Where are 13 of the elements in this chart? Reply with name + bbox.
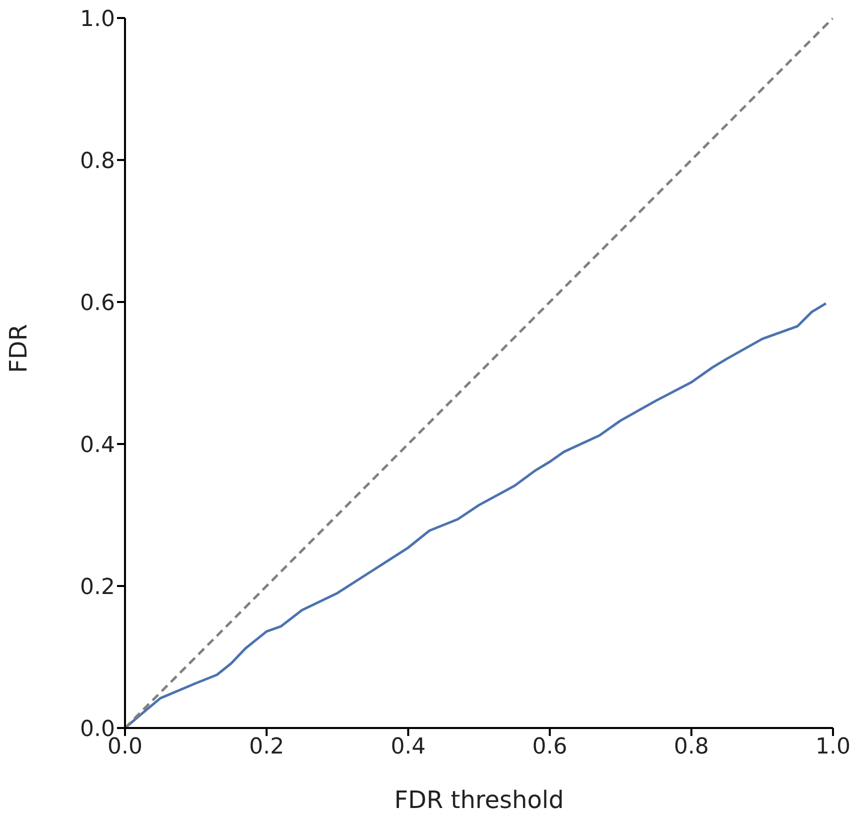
x-tick-label: 0.4 [390, 734, 426, 760]
y-tick-label: 0.6 [80, 290, 115, 316]
x-axis-title: FDR threshold [394, 786, 564, 814]
y-axis-title: FDR [4, 324, 33, 373]
y-tick-label: 1.0 [80, 6, 115, 32]
y-tick-label: 0.4 [80, 432, 115, 458]
y-tick-label: 0.8 [80, 148, 115, 174]
x-tick-label: 0.2 [249, 734, 284, 760]
x-tick-label: 1.0 [816, 734, 850, 760]
x-tick-label: 0.6 [532, 734, 568, 760]
x-tick-label: 0.8 [674, 734, 709, 760]
y-tick-label: 0.2 [80, 574, 115, 600]
line-series [125, 302, 828, 728]
